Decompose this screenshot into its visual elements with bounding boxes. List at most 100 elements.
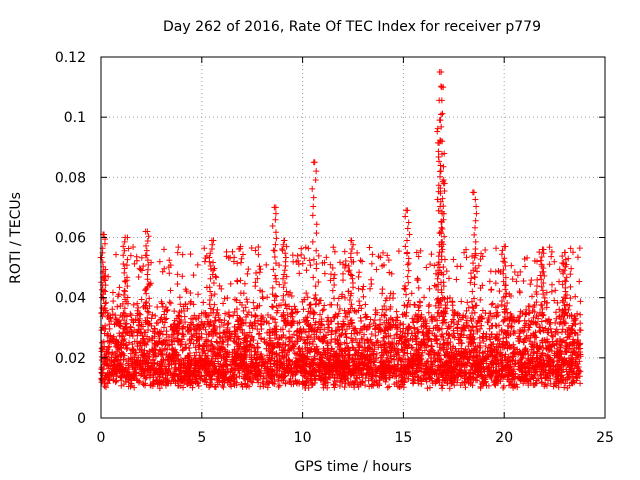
data-point	[369, 251, 376, 258]
data-point	[211, 291, 218, 298]
data-point	[252, 313, 259, 320]
data-point	[577, 311, 584, 318]
data-point	[348, 272, 355, 279]
data-point	[303, 267, 310, 274]
data-point	[296, 344, 303, 351]
data-point	[259, 294, 266, 301]
data-point	[395, 248, 402, 255]
data-point	[486, 310, 493, 317]
data-point	[340, 277, 347, 284]
data-point	[475, 317, 482, 324]
data-point	[534, 276, 541, 283]
data-point	[339, 326, 346, 333]
data-point	[227, 280, 234, 287]
data-point	[135, 273, 142, 280]
data-point	[417, 247, 424, 254]
data-point	[161, 265, 168, 272]
data-point	[425, 303, 432, 310]
data-points	[97, 69, 584, 392]
data-point	[568, 265, 575, 272]
data-point	[175, 312, 182, 319]
data-point	[237, 290, 244, 297]
data-point	[224, 295, 231, 302]
data-point	[286, 328, 293, 335]
data-point	[493, 245, 500, 252]
data-point	[260, 295, 267, 302]
data-point	[496, 288, 503, 295]
data-point	[135, 304, 142, 311]
data-point	[289, 252, 296, 259]
data-point	[488, 286, 495, 293]
data-point	[257, 266, 264, 273]
data-point	[358, 317, 365, 324]
data-point	[522, 263, 529, 270]
data-point	[368, 260, 375, 267]
data-point	[567, 245, 574, 252]
data-point	[552, 287, 559, 294]
data-point	[393, 308, 400, 315]
data-point	[223, 248, 230, 255]
data-point	[127, 323, 134, 330]
data-point	[359, 286, 366, 293]
data-point	[195, 291, 202, 298]
data-point	[423, 264, 430, 271]
data-point	[454, 263, 461, 270]
data-point	[181, 313, 188, 320]
data-point	[446, 275, 453, 282]
data-point	[564, 301, 571, 308]
data-point	[458, 298, 465, 305]
data-point	[244, 298, 251, 305]
data-point	[245, 266, 252, 273]
data-point	[514, 272, 521, 279]
data-point	[114, 303, 121, 310]
data-point	[194, 261, 201, 268]
data-point	[230, 312, 237, 319]
data-point	[244, 270, 251, 277]
data-point	[414, 275, 421, 282]
data-point	[255, 251, 262, 258]
data-point	[211, 317, 218, 324]
data-point	[530, 314, 537, 321]
data-point	[416, 302, 423, 309]
data-point	[156, 385, 163, 392]
data-point	[561, 319, 568, 326]
data-point	[201, 245, 208, 252]
data-point	[187, 251, 194, 258]
data-point	[256, 269, 263, 276]
chart-title: Day 262 of 2016, Rate Of TEC Index for r…	[163, 19, 541, 35]
data-point	[253, 269, 260, 276]
data-point	[411, 301, 418, 308]
data-point	[357, 314, 364, 321]
data-point	[577, 380, 584, 387]
data-point	[482, 247, 489, 254]
data-point	[237, 259, 244, 266]
data-point	[424, 385, 431, 392]
data-point	[390, 290, 397, 297]
data-point	[357, 257, 364, 264]
data-point	[239, 251, 246, 258]
data-point	[298, 245, 305, 252]
data-point	[166, 257, 173, 264]
data-point	[256, 263, 263, 270]
data-point	[342, 330, 349, 337]
data-point	[356, 269, 363, 276]
data-point	[323, 254, 330, 261]
data-point	[367, 285, 374, 292]
data-point	[508, 262, 515, 269]
data-point	[110, 298, 117, 305]
data-point	[327, 271, 334, 278]
data-point	[175, 244, 182, 251]
data-point	[167, 300, 174, 307]
data-point	[153, 320, 160, 327]
data-point	[316, 297, 323, 304]
data-point	[102, 384, 109, 391]
data-point	[572, 293, 579, 300]
data-point	[577, 320, 584, 327]
data-point	[340, 270, 347, 277]
data-point	[516, 288, 523, 295]
data-point	[426, 285, 433, 292]
data-point	[187, 300, 194, 307]
data-point	[464, 299, 471, 306]
data-point	[123, 320, 130, 327]
data-point	[521, 317, 528, 324]
